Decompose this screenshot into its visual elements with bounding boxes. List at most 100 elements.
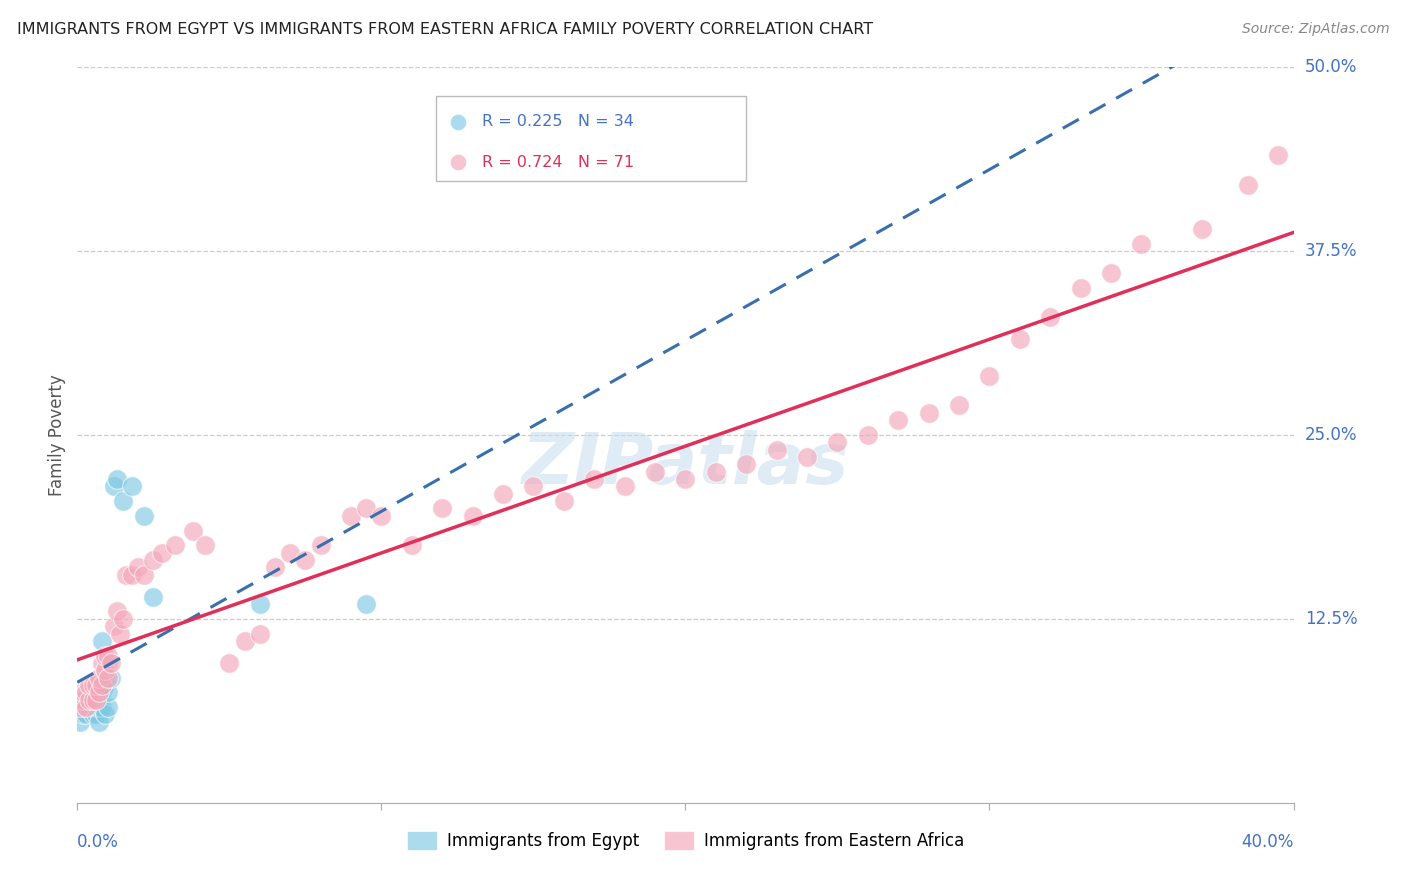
Point — [82, 700, 104, 714]
Point — [278, 545, 301, 560]
Point — [1130, 236, 1153, 251]
Point — [264, 560, 287, 574]
Point — [294, 553, 316, 567]
Point — [75, 707, 97, 722]
Point — [103, 619, 125, 633]
Point — [93, 664, 115, 678]
Point — [979, 369, 1001, 384]
Text: 25.0%: 25.0% — [1305, 425, 1357, 444]
Point — [354, 501, 377, 516]
Point — [675, 472, 697, 486]
Point — [90, 678, 112, 692]
Text: R = 0.724   N = 71: R = 0.724 N = 71 — [482, 155, 634, 169]
Point — [1237, 178, 1260, 192]
Text: R = 0.225   N = 34: R = 0.225 N = 34 — [482, 114, 634, 129]
Point — [82, 707, 104, 722]
Point — [249, 597, 271, 611]
Point — [93, 707, 115, 722]
Point — [84, 707, 107, 722]
Point — [796, 450, 818, 464]
Point — [194, 538, 217, 552]
Point — [181, 524, 204, 538]
Point — [79, 700, 101, 714]
Point — [82, 692, 104, 706]
Point — [84, 678, 107, 692]
Point — [87, 685, 110, 699]
Point — [79, 678, 101, 692]
Point — [948, 398, 970, 412]
Point — [121, 479, 143, 493]
Legend: Immigrants from Egypt, Immigrants from Eastern Africa: Immigrants from Egypt, Immigrants from E… — [401, 824, 970, 857]
Point — [856, 427, 879, 442]
Point — [827, 435, 849, 450]
Point — [1070, 281, 1092, 295]
Point — [887, 413, 910, 427]
Point — [97, 648, 120, 663]
Text: 37.5%: 37.5% — [1305, 242, 1357, 260]
Point — [90, 633, 112, 648]
Point — [69, 700, 91, 714]
Point — [90, 656, 112, 670]
Point — [69, 714, 91, 729]
Point — [97, 685, 120, 699]
Point — [111, 494, 134, 508]
Point — [72, 707, 94, 722]
Point — [309, 538, 332, 552]
Point — [93, 678, 115, 692]
Point — [1267, 148, 1289, 162]
Point — [340, 508, 363, 523]
Point — [233, 633, 256, 648]
Point — [87, 685, 110, 699]
Point — [644, 465, 666, 479]
Point — [97, 656, 120, 670]
Point — [134, 567, 156, 582]
Point — [87, 714, 110, 729]
Point — [82, 678, 104, 692]
Point — [108, 626, 131, 640]
Point — [1191, 222, 1213, 236]
Point — [84, 685, 107, 699]
Point — [704, 465, 727, 479]
Point — [401, 538, 423, 552]
Text: 50.0%: 50.0% — [1305, 58, 1357, 76]
Point — [90, 700, 112, 714]
Y-axis label: Family Poverty: Family Poverty — [48, 374, 66, 496]
Point — [735, 457, 758, 471]
Point — [105, 605, 128, 619]
Point — [75, 700, 97, 714]
Text: 12.5%: 12.5% — [1305, 610, 1357, 628]
Point — [134, 508, 156, 523]
Point — [111, 612, 134, 626]
Point — [152, 545, 174, 560]
FancyBboxPatch shape — [436, 96, 747, 181]
Point — [87, 700, 110, 714]
Point — [90, 685, 112, 699]
Point — [218, 656, 240, 670]
Point — [522, 479, 544, 493]
Point — [93, 648, 115, 663]
Point — [75, 692, 97, 706]
Point — [492, 487, 515, 501]
Text: Source: ZipAtlas.com: Source: ZipAtlas.com — [1241, 22, 1389, 37]
Point — [82, 692, 104, 706]
Point — [103, 479, 125, 493]
Point — [84, 692, 107, 706]
Point — [461, 508, 484, 523]
Point — [84, 700, 107, 714]
Point — [430, 501, 453, 516]
Point — [583, 472, 606, 486]
Point — [370, 508, 392, 523]
Point — [100, 671, 122, 685]
Point — [100, 656, 122, 670]
Point — [127, 560, 149, 574]
Point — [87, 671, 110, 685]
Text: IMMIGRANTS FROM EGYPT VS IMMIGRANTS FROM EASTERN AFRICA FAMILY POVERTY CORRELATI: IMMIGRANTS FROM EGYPT VS IMMIGRANTS FROM… — [17, 22, 873, 37]
Point — [97, 671, 120, 685]
Point — [553, 494, 575, 508]
Text: 40.0%: 40.0% — [1241, 833, 1294, 851]
Point — [142, 553, 165, 567]
Point — [115, 567, 138, 582]
Point — [97, 700, 120, 714]
Point — [249, 626, 271, 640]
Point — [79, 692, 101, 706]
